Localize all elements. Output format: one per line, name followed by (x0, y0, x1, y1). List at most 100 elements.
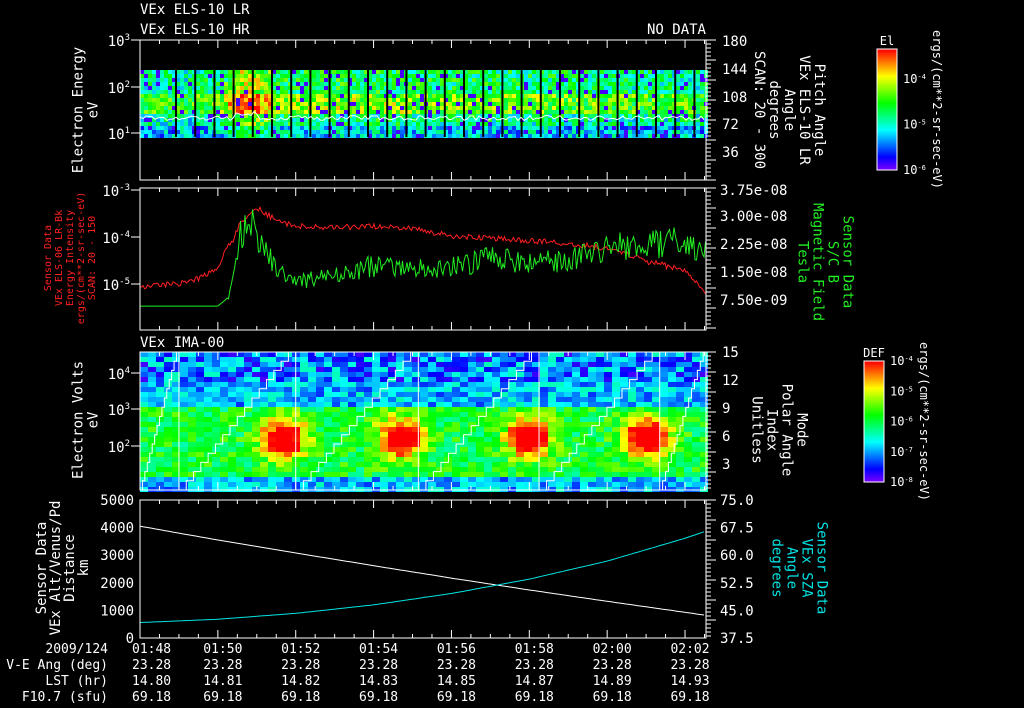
spectrogram-cell (220, 94, 224, 98)
spectrogram-cell (576, 114, 580, 118)
spectrogram-cell (276, 412, 284, 417)
spectrogram-cell (548, 86, 552, 90)
spectrogram-cell (364, 382, 372, 387)
spectrogram-cell (652, 126, 656, 130)
spectrogram-cell (592, 134, 596, 138)
spectrogram-cell (644, 387, 652, 392)
spectrogram-cell (652, 417, 660, 422)
spectrogram-cell (596, 352, 604, 357)
spectrogram-cell (640, 98, 644, 102)
spectrogram-cell (428, 110, 432, 114)
spectrogram-cell (644, 74, 648, 78)
spectrogram-cell (612, 372, 620, 377)
spectrogram-cell (484, 477, 492, 482)
spectrogram-cell (672, 126, 676, 130)
spectrogram-cell (652, 362, 660, 367)
spectrogram-cell (340, 367, 348, 372)
spectrogram-cell (500, 462, 508, 467)
spectrogram-cell (476, 447, 484, 452)
spectrogram-cell (496, 74, 500, 78)
spectrogram-cell (160, 94, 164, 98)
spectrogram-cell (668, 397, 676, 402)
spectrogram-cell (436, 130, 440, 134)
spectrogram-cell (628, 372, 636, 377)
spectrogram-cell (492, 432, 500, 437)
spectrogram-cell (356, 118, 360, 122)
spectrogram-cell (548, 482, 556, 487)
spectrogram-cell (204, 432, 212, 437)
spectrogram-cell (356, 114, 360, 118)
spectrogram-cell (620, 94, 624, 98)
spectrogram-cell (544, 106, 548, 110)
spectrogram-cell (444, 372, 452, 377)
spectrogram-cell (348, 98, 352, 102)
spectrogram-cell (344, 114, 348, 118)
spectrogram-cell (516, 357, 524, 362)
spectrogram-cell (476, 377, 484, 382)
data-gap (482, 70, 485, 137)
spectrogram-cell (396, 106, 400, 110)
spectrogram-cell (684, 477, 692, 482)
spectrogram-cell (664, 118, 668, 122)
spectrogram-cell (576, 94, 580, 98)
spectrogram-cell (468, 78, 472, 82)
spectrogram-cell (376, 70, 380, 74)
spectrogram-cell (528, 78, 532, 82)
spectrogram-cell (700, 407, 708, 412)
spectrogram-cell (540, 397, 548, 402)
spectrogram-cell (220, 382, 228, 387)
spectrogram-cell (564, 90, 568, 94)
spectrogram-cell (500, 452, 508, 457)
spectrogram-cell (460, 110, 464, 114)
spectrogram-cell (364, 114, 368, 118)
spectrogram-cell (524, 74, 528, 78)
spectrogram-cell (476, 118, 480, 122)
spectrogram-cell (160, 126, 164, 130)
spectrogram-cell (456, 90, 460, 94)
spectrogram-cell (400, 82, 404, 86)
spectrogram-cell (380, 134, 384, 138)
spectrogram-cell (692, 447, 700, 452)
spectrogram-cell (576, 78, 580, 82)
spectrogram-cell (628, 472, 636, 477)
spectrogram-cell (540, 457, 548, 462)
spectrogram-cell (572, 118, 576, 122)
spectrogram-cell (396, 432, 404, 437)
spectrogram-cell (412, 78, 416, 82)
spectrogram-cell (140, 422, 148, 427)
spectrogram-cell (372, 102, 376, 106)
spectrogram-cell (636, 134, 640, 138)
spectrogram-cell (164, 387, 172, 392)
spectrogram-cell (620, 462, 628, 467)
spectrogram-cell (172, 482, 180, 487)
spectrogram-cell (176, 74, 180, 78)
spectrogram-cell (492, 102, 496, 106)
spectrogram-cell (688, 94, 692, 98)
spectrogram-cell (552, 118, 556, 122)
spectrogram-cell (148, 482, 156, 487)
spectrogram-cell (564, 114, 568, 118)
spectrogram-cell (464, 74, 468, 78)
spectrogram-cell (688, 70, 692, 74)
spectrogram-cell (468, 382, 476, 387)
spectrogram-cell (436, 382, 444, 387)
spectrogram-cell (660, 392, 668, 397)
spectrogram-cell (400, 86, 404, 90)
spectrogram-cell (540, 402, 548, 407)
spectrogram-cell (156, 407, 164, 412)
spectrogram-cell (396, 472, 404, 477)
spectrogram-cell (228, 382, 236, 387)
left-tick-label: 5000 (100, 493, 134, 509)
spectrogram-cell (648, 82, 652, 86)
spectrogram-cell (516, 482, 524, 487)
spectrogram-cell (660, 106, 664, 110)
spectrogram-cell (652, 82, 656, 86)
spectrogram-cell (572, 417, 580, 422)
spectrogram-cell (216, 90, 220, 94)
spectrogram-cell (576, 82, 580, 86)
spectrogram-cell (564, 402, 572, 407)
spectrogram-cell (608, 130, 612, 134)
spectrogram-cell (468, 70, 472, 74)
spectrogram-cell (396, 467, 404, 472)
left-tick-label: 104 (108, 366, 130, 383)
